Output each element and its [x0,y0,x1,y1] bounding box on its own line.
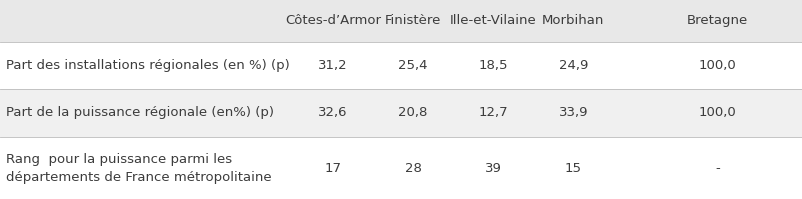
Text: Finistère: Finistère [385,14,441,27]
Text: 20,8: 20,8 [399,106,427,119]
Text: 17: 17 [324,162,342,175]
Text: 32,6: 32,6 [318,106,347,119]
Text: Côtes-d’Armor: Côtes-d’Armor [285,14,381,27]
Text: Part de la puissance régionale (en%) (p): Part de la puissance régionale (en%) (p) [6,106,274,119]
Text: Bretagne: Bretagne [687,14,748,27]
Text: 39: 39 [484,162,502,175]
Bar [0,137,802,199]
Text: -: - [715,162,720,175]
Bar [0,0,802,42]
Text: 12,7: 12,7 [479,106,508,119]
Text: 15: 15 [565,162,582,175]
Text: Part des installations régionales (en %) (p): Part des installations régionales (en %)… [6,59,290,72]
Text: 25,4: 25,4 [399,59,427,72]
Text: Ille-et-Vilaine: Ille-et-Vilaine [450,14,537,27]
Text: 31,2: 31,2 [318,59,347,72]
Text: 100,0: 100,0 [699,106,737,119]
Text: 100,0: 100,0 [699,59,737,72]
Text: 24,9: 24,9 [559,59,588,72]
Bar [0,89,802,137]
Text: 28: 28 [404,162,422,175]
Text: Morbihan: Morbihan [542,14,605,27]
Text: 33,9: 33,9 [559,106,588,119]
Text: 18,5: 18,5 [479,59,508,72]
Text: Rang  pour la puissance parmi les
départements de France métropolitaine: Rang pour la puissance parmi les départe… [6,153,272,184]
Bar [0,42,802,89]
